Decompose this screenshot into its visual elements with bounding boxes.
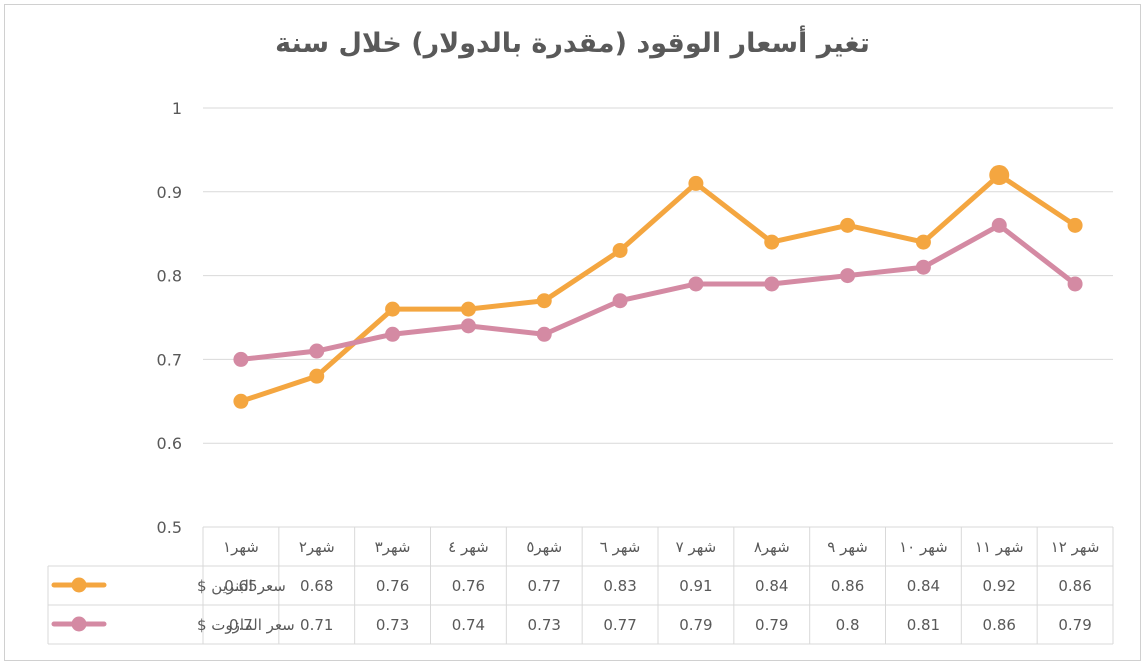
table-cell-value: 0.86 [983,616,1016,634]
table-cell-value: 0.81 [907,616,940,634]
data-point [385,301,401,317]
data-point [764,276,780,292]
x-category-label: شهر ١٠ [899,538,948,556]
data-point [991,217,1007,233]
y-tick-label: 0.6 [157,434,182,453]
table-cell-value: 0.86 [1058,577,1091,595]
x-category-label: شهر١ [223,538,259,556]
x-category-label: شهر٣ [375,538,411,556]
table-cell-value: 0.65 [224,577,257,595]
x-category-label: شهر٨ [754,538,790,556]
table-cell-value: 0.84 [755,577,788,595]
data-point [989,165,1010,186]
data-point [840,268,856,284]
table-cell-value: 0.76 [452,577,485,595]
series-line [238,222,1078,362]
data-point [385,326,401,342]
data-point [612,293,628,309]
y-tick-label: 0.7 [157,350,182,369]
x-category-label: شهر ٩ [827,538,868,556]
data-point [688,276,704,292]
x-category-label: شهر ٧ [676,538,717,556]
x-category-label: شهر ٦ [600,538,641,556]
x-category-label: شهر٢ [299,538,335,556]
table-cell-value: 0.86 [831,577,864,595]
data-point [1067,276,1083,292]
table-cell-value: 0.92 [983,577,1016,595]
data-point [233,393,249,409]
data-point [612,242,628,258]
data-point [233,351,249,367]
data-point [536,293,552,309]
data-point [915,234,931,250]
table-cell-value: 0.68 [300,577,333,595]
x-category-label: شهر٥ [526,538,562,556]
table-cell-value: 0.77 [528,577,561,595]
series-line [238,172,1078,404]
y-tick-label: 0.5 [157,518,182,537]
y-tick-label: 0.8 [157,267,182,286]
data-point [1067,217,1083,233]
data-point [309,368,325,384]
chart-title: تغير أسعار الوقود (مقدرة بالدولار) خلال … [275,28,870,59]
table-cell-value: 0.76 [376,577,409,595]
legend-key-marker [71,616,87,632]
table-cell-value: 0.79 [679,616,712,634]
table-cell-value: 0.73 [376,616,409,634]
data-point [688,175,704,191]
x-category-label: شهر ٤ [448,538,489,556]
data-point [309,343,325,359]
x-category-label: شهر ١١ [975,538,1024,556]
table-cell-value: 0.7 [229,616,253,634]
table-cell-value: 0.74 [452,616,485,634]
table-cell-value: 0.83 [603,577,636,595]
table-cell-value: 0.71 [300,616,333,634]
series-name: سعر البنزين $ [197,577,286,595]
x-category-label: شهر ١٢ [1051,538,1100,556]
table-cell-value: 0.91 [679,577,712,595]
y-tick-label: 0.9 [157,183,182,202]
table-cell-value: 0.73 [528,616,561,634]
data-point [764,234,780,250]
data-point [915,259,931,275]
table-cell-value: 0.79 [755,616,788,634]
table-cell-value: 0.77 [603,616,636,634]
chart-frame [4,4,1141,661]
table-cell-value: 0.84 [907,577,940,595]
y-tick-label: 1 [172,99,182,118]
table-cell-value: 0.79 [1058,616,1091,634]
table-cell-value: 0.8 [836,616,860,634]
data-point [536,326,552,342]
series-name: سعر المازوت $ [197,616,295,634]
data-point [460,318,476,334]
data-point [460,301,476,317]
legend-key-marker [71,577,87,593]
data-point [840,217,856,233]
